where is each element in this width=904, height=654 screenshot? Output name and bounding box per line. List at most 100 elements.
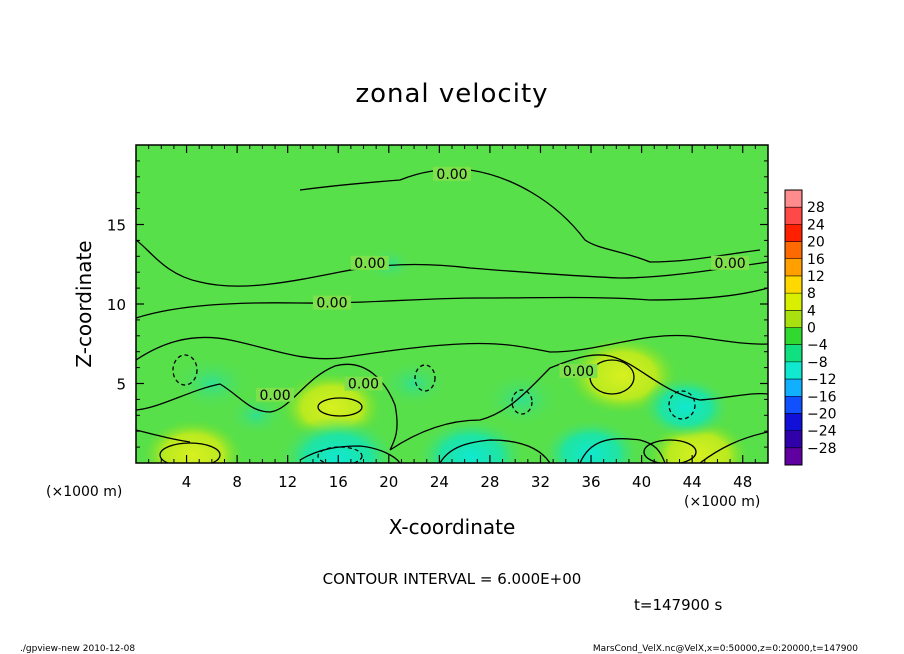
- contour-labels: 0.00 0.00 0.00 0.00 0.00 0.00 0.00: [256, 166, 750, 404]
- colorbar-label-9: −8: [807, 355, 828, 371]
- contour-label-3: 0.00: [714, 256, 745, 272]
- colorbar-label-0: 28: [807, 200, 825, 216]
- colorbar-segment-2: [785, 224, 802, 243]
- contour-label-4: 0.00: [259, 388, 290, 404]
- field-anomaly-0: [142, 420, 243, 463]
- colorbar-segment-7: [785, 310, 802, 328]
- contour-label-bg-1: [350, 255, 389, 270]
- x-tick-label-4: 20: [379, 473, 398, 491]
- x-unit-left: (×1000 m): [46, 484, 122, 500]
- x-axis-label: X-coordinate: [389, 515, 516, 539]
- x-tick-label-3: 16: [329, 473, 348, 491]
- colorbar-label-3: 16: [807, 252, 825, 268]
- colorbar-label-4: 12: [807, 269, 825, 285]
- y-axis-label: Z-coordinate: [72, 240, 96, 367]
- colorbar-label-7: 0: [807, 321, 816, 337]
- contour-line-7: [136, 334, 768, 361]
- y-tick-labels: 5 10 15: [107, 217, 126, 394]
- colorbar-segment-5: [785, 275, 802, 294]
- colorbar-label-5: 8: [807, 286, 816, 302]
- x-tick-label-7: 32: [531, 473, 550, 491]
- x-tick-label-10: 44: [683, 473, 702, 491]
- contour-loop-4: [643, 439, 697, 463]
- y-tick-label-0: 5: [116, 376, 126, 394]
- field-anomaly-11: [226, 394, 287, 437]
- x-tick-label-9: 40: [632, 473, 651, 491]
- field-anomaly-10: [640, 375, 731, 439]
- x-tick-label-2: 12: [278, 473, 297, 491]
- contour-loop-3: [159, 442, 221, 463]
- contour-label-2: 0.00: [316, 296, 347, 312]
- x-tick-label-0: 4: [182, 473, 192, 491]
- contour-loop-1: [317, 397, 363, 417]
- field-anomaly-6: [541, 418, 642, 463]
- contour-interval: CONTOUR INTERVAL = 6.000E+00: [323, 570, 582, 588]
- x-tick-labels: 4 8 12 16 20 24 28 32 36 40 44 48: [182, 473, 752, 491]
- colorbar-segment-6: [785, 293, 802, 311]
- contour-line-upper: [299, 168, 761, 263]
- x-tick-label-11: 48: [733, 473, 752, 491]
- colorbar-label-14: −28: [807, 441, 837, 457]
- contour-label-5: 0.00: [348, 377, 379, 393]
- contour-label-bg-4: [256, 387, 295, 402]
- colorbar-segment-1: [785, 207, 802, 225]
- contour-dashed-1: [172, 354, 198, 386]
- time-stamp: t=147900 s: [634, 596, 722, 614]
- x-tick-label-1: 8: [232, 473, 242, 491]
- y-tick-label-1: 10: [107, 296, 126, 314]
- contour-label-6: 0.00: [563, 364, 594, 380]
- contour-dashed-4: [668, 390, 696, 420]
- colorbar-segment-15: [785, 447, 802, 466]
- footer-source: MarsCond_VelX.nc@VelX,x=0:50000,z=0:2000…: [593, 644, 858, 654]
- contour-line-base: [136, 429, 768, 463]
- colorbar-label-13: −24: [807, 424, 837, 440]
- field-anomaly-9: [481, 371, 562, 428]
- footer-program: ./gpview-new 2010-12-08: [20, 644, 135, 654]
- x-unit-right: (×1000 m): [684, 494, 760, 510]
- contour-label-1: 0.00: [354, 256, 385, 272]
- colorbar-label-10: −12: [807, 372, 837, 388]
- x-tick-label-6: 28: [480, 473, 499, 491]
- contour-label-bg-2: [312, 295, 351, 310]
- colorbar-segment-4: [785, 258, 802, 277]
- x-tick-label-5: 24: [430, 473, 449, 491]
- colorbar-label-1: 24: [807, 217, 825, 233]
- contour-line-10: [136, 287, 768, 319]
- contour-line-low-a: [136, 363, 398, 451]
- colorbar-segment-9: [785, 344, 802, 363]
- y-tick-label-2: 15: [107, 217, 126, 235]
- chart-title: zonal velocity: [355, 79, 548, 109]
- colorbar-segment-13: [785, 413, 802, 432]
- contour-label-bg-0: [433, 166, 471, 181]
- contour-label-bg-6: [559, 363, 598, 378]
- colorbar-segment-0: [785, 190, 802, 208]
- colorbar-segment-14: [785, 430, 802, 449]
- field-anomaly-8: [379, 359, 450, 408]
- contour-label-0: 0.00: [436, 167, 467, 183]
- field-anomaly-7: [171, 355, 252, 412]
- colorbar-segment-3: [785, 241, 802, 260]
- field-anomaly-5: [415, 418, 526, 463]
- x-tick-label-8: 36: [581, 473, 600, 491]
- contour-label-bg-3: [711, 255, 750, 270]
- colorbar-segment-10: [785, 361, 802, 380]
- contour-label-bg-5: [344, 376, 383, 391]
- field-anomaly-4: [278, 416, 399, 463]
- plot-area: 0.00 0.00 0.00 0.00 0.00 0.00 0.00: [135, 144, 769, 464]
- colorbar-label-2: 20: [807, 235, 825, 251]
- contour-line-low-b: [389, 354, 768, 451]
- contour-dashed-5: [317, 446, 363, 463]
- colorbar-label-8: −4: [807, 338, 828, 354]
- colorbar-label-12: −20: [807, 406, 837, 422]
- contour-line-12: [136, 239, 768, 287]
- colorbar-label-6: 4: [807, 303, 816, 319]
- axis-ticks: [136, 145, 768, 463]
- contour-lines: [136, 168, 768, 463]
- colorbar-label-11: −16: [807, 389, 837, 405]
- colorbar-segment-8: [785, 327, 802, 346]
- colorbar-segment-11: [785, 379, 802, 397]
- contour-dashed-3: [511, 389, 533, 415]
- contour-dashed-2: [414, 364, 436, 392]
